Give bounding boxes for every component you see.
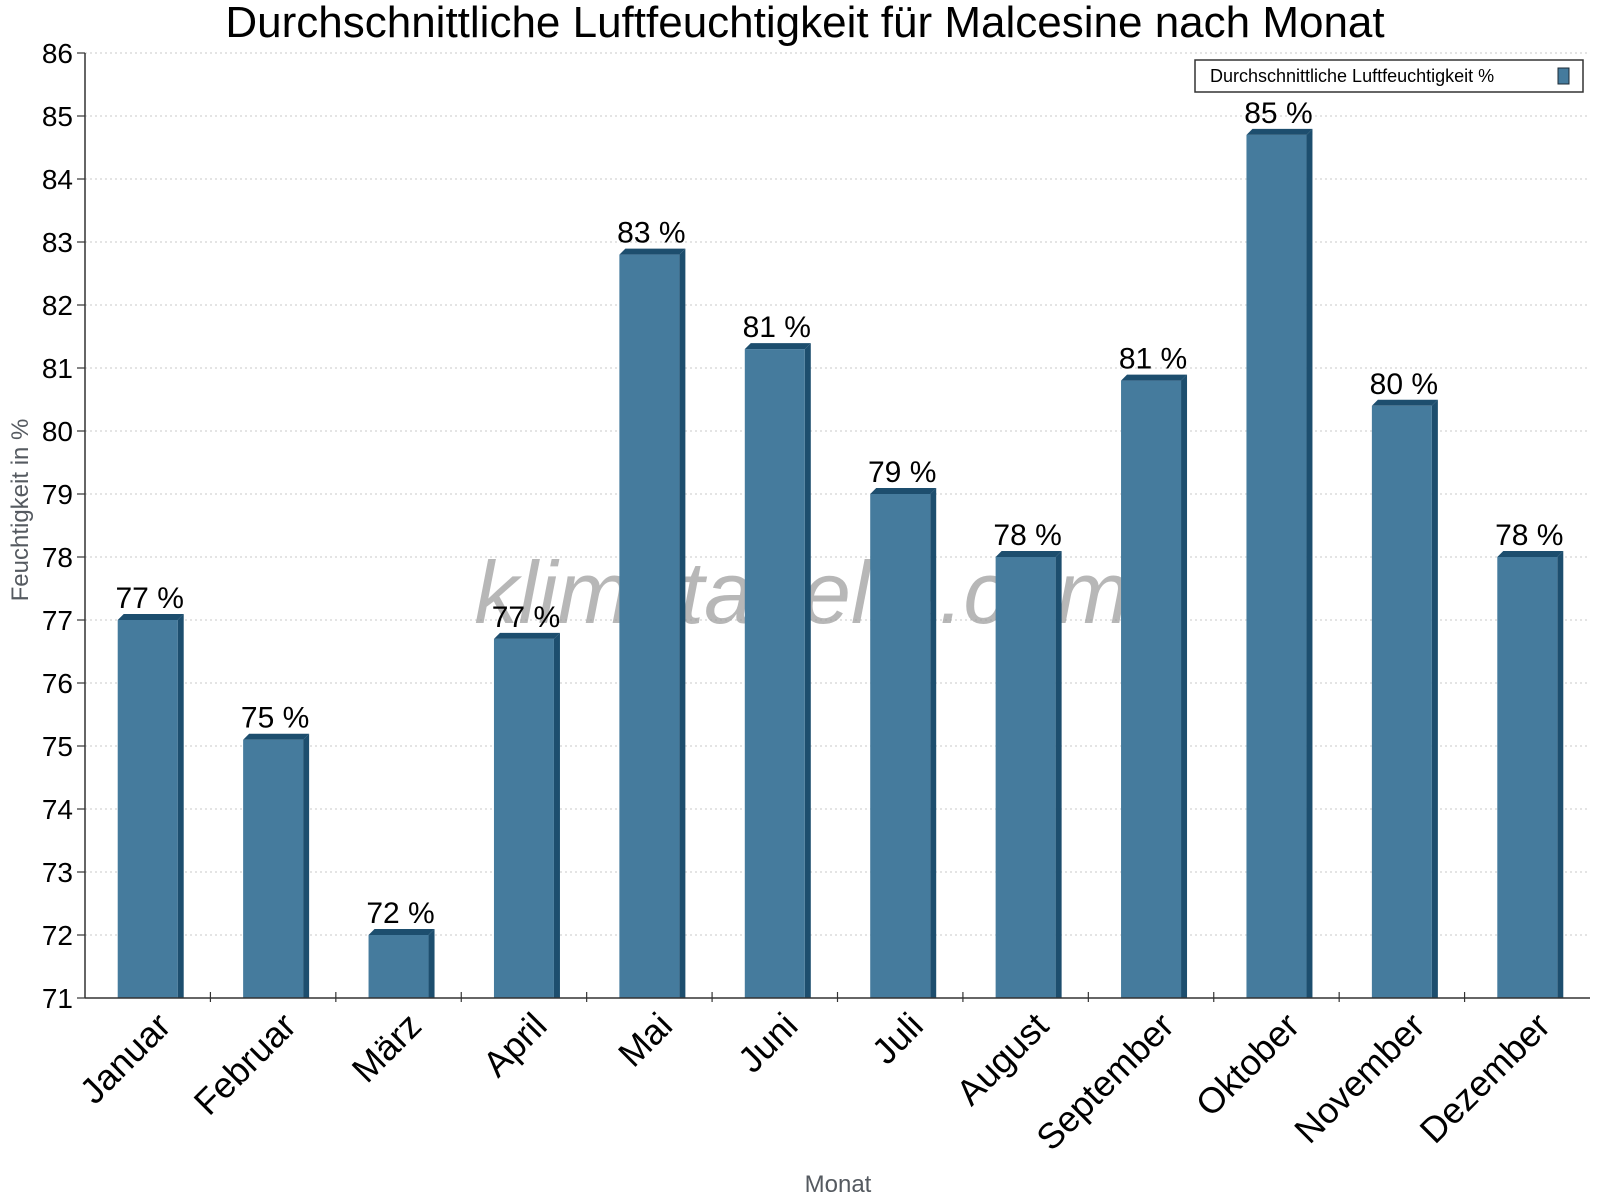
x-tick-label: Dezember bbox=[1412, 1005, 1558, 1151]
y-tick-label: 78 bbox=[42, 542, 73, 573]
bar bbox=[493, 638, 554, 998]
bar-top bbox=[117, 614, 184, 620]
bar-group bbox=[493, 632, 560, 998]
y-tick-label: 76 bbox=[42, 668, 73, 699]
bar-side bbox=[1055, 551, 1062, 998]
bar-side bbox=[804, 343, 811, 999]
bar-top bbox=[1246, 128, 1313, 135]
y-tick-label: 75 bbox=[42, 731, 73, 762]
bar-top bbox=[744, 343, 811, 350]
y-tick-label: 85 bbox=[42, 101, 73, 132]
bar-side bbox=[303, 733, 310, 998]
bar-side bbox=[1306, 128, 1313, 998]
bar-group bbox=[1121, 374, 1188, 999]
bar bbox=[619, 254, 680, 999]
y-tick-label: 81 bbox=[42, 353, 73, 384]
bar-top bbox=[619, 248, 686, 255]
legend-box bbox=[1194, 59, 1584, 93]
data-label: 72 % bbox=[366, 897, 434, 930]
data-label: 81 % bbox=[1119, 343, 1187, 376]
y-tick-label: 77 bbox=[42, 605, 73, 636]
bar-group bbox=[117, 614, 184, 998]
bar bbox=[1121, 380, 1182, 999]
x-tick-label: November bbox=[1286, 1005, 1432, 1151]
x-tick-label: Mai bbox=[610, 1005, 680, 1075]
bar-top bbox=[493, 632, 560, 639]
data-label: 83 % bbox=[617, 217, 685, 250]
grid bbox=[85, 52, 1590, 936]
bar-top bbox=[243, 733, 310, 740]
x-axis-label: Monat bbox=[805, 1171, 872, 1198]
x-tick-label: März bbox=[344, 1005, 430, 1091]
legend-swatch bbox=[1557, 67, 1570, 85]
data-label: 81 % bbox=[743, 311, 811, 344]
bar-group bbox=[995, 551, 1062, 998]
bar bbox=[117, 620, 178, 998]
bar-group bbox=[744, 343, 811, 999]
bar-top bbox=[368, 929, 435, 935]
bar-group bbox=[870, 488, 937, 998]
data-label: 78 % bbox=[1495, 519, 1563, 552]
data-label: 75 % bbox=[241, 702, 309, 735]
bar-group bbox=[243, 733, 310, 998]
x-tick-label: Januar bbox=[72, 1005, 179, 1112]
x-tick-label: September bbox=[1028, 1005, 1182, 1159]
data-label: 80 % bbox=[1370, 368, 1438, 401]
legend-label: Durchschnittliche Luftfeuchtigkeit % bbox=[1210, 66, 1494, 86]
bar-side bbox=[679, 248, 686, 999]
bar bbox=[1246, 134, 1307, 998]
data-label: 79 % bbox=[868, 456, 936, 489]
bar-top bbox=[1497, 551, 1564, 557]
bar-side bbox=[930, 488, 937, 998]
bar-side bbox=[553, 632, 560, 998]
bar-group bbox=[1246, 128, 1313, 998]
y-tick-label: 80 bbox=[42, 416, 73, 447]
bar bbox=[870, 494, 931, 998]
x-tick-label: Februar bbox=[186, 1005, 304, 1123]
bar-group bbox=[619, 248, 686, 999]
x-tick-label: August bbox=[948, 1005, 1056, 1113]
bar bbox=[1497, 557, 1558, 998]
y-tick-label: 83 bbox=[42, 227, 73, 258]
bar-side bbox=[1181, 374, 1188, 999]
bar-top bbox=[1371, 399, 1438, 406]
y-tick-label: 84 bbox=[42, 164, 73, 195]
y-tick-label: 73 bbox=[42, 857, 73, 888]
bar-top bbox=[1121, 374, 1188, 381]
bar-top bbox=[995, 551, 1062, 557]
bar bbox=[995, 557, 1056, 998]
y-tick-label: 72 bbox=[42, 920, 73, 951]
bar-side bbox=[177, 614, 184, 998]
data-label: 85 % bbox=[1244, 97, 1312, 130]
x-tick-label: Oktober bbox=[1188, 1005, 1308, 1125]
legend: Durchschnittliche Luftfeuchtigkeit % bbox=[1194, 59, 1584, 93]
bars: 77 % 75 % 72 % 77 % 83 % 81 % 79 % 78 % 81 % 85 %… bbox=[116, 97, 1564, 999]
chart-title: Durchschnittliche Luftfeuchtigkeit für M… bbox=[225, 0, 1384, 47]
y-tick-label: 74 bbox=[42, 794, 73, 825]
bar bbox=[368, 935, 429, 998]
x-tick-label: Juli bbox=[864, 1005, 931, 1072]
x-tick-label: Juni bbox=[730, 1005, 806, 1081]
y-tick-label: 79 bbox=[42, 479, 73, 510]
bar bbox=[243, 739, 304, 998]
data-label: 78 % bbox=[993, 519, 1061, 552]
bar-top bbox=[870, 488, 937, 494]
bar bbox=[1371, 405, 1432, 998]
y-axis-label: Feuchtigkeit in % bbox=[7, 419, 34, 602]
y-tick-label: 82 bbox=[42, 290, 73, 321]
bar-side bbox=[1557, 551, 1564, 998]
y-tick-label: 71 bbox=[42, 983, 73, 1014]
bar-group bbox=[1497, 551, 1564, 998]
bar-side bbox=[428, 929, 435, 998]
data-label: 77 % bbox=[492, 601, 560, 634]
bar-group bbox=[1371, 399, 1438, 998]
data-label: 77 % bbox=[116, 582, 184, 615]
bar bbox=[744, 349, 805, 999]
y-tick-label: 86 bbox=[42, 38, 73, 69]
bar-group bbox=[368, 929, 435, 998]
x-tick-label: April bbox=[475, 1005, 555, 1085]
bar-side bbox=[1431, 399, 1438, 998]
